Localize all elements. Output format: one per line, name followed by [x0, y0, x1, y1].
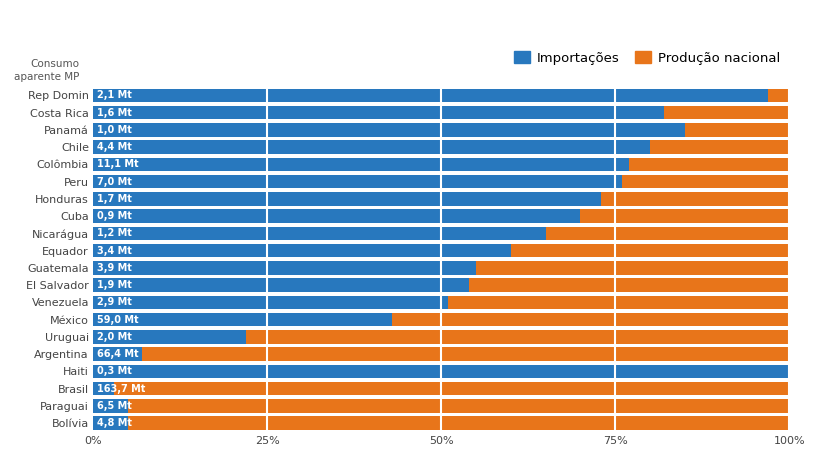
Bar — [580, 209, 788, 223]
Bar — [128, 416, 788, 430]
Bar — [475, 261, 788, 275]
Bar — [649, 141, 788, 154]
Text: 0,9 Mt: 0,9 Mt — [97, 211, 132, 221]
Text: 6,5 Mt: 6,5 Mt — [97, 401, 132, 411]
Bar — [545, 227, 788, 240]
Bar — [447, 296, 788, 309]
Bar — [128, 399, 788, 413]
Text: 1,2 Mt: 1,2 Mt — [97, 229, 132, 238]
Bar — [93, 261, 475, 275]
Bar — [93, 278, 468, 292]
Bar — [142, 348, 788, 361]
Bar — [93, 416, 128, 430]
Bar — [93, 244, 510, 257]
Bar — [93, 123, 684, 136]
Text: 11,1 Mt: 11,1 Mt — [97, 160, 138, 170]
Text: Consumo
aparente MP: Consumo aparente MP — [14, 59, 79, 82]
Text: 3,4 Mt: 3,4 Mt — [97, 246, 132, 256]
Text: 4,8 Mt: 4,8 Mt — [97, 418, 132, 428]
Text: 66,4 Mt: 66,4 Mt — [97, 349, 138, 359]
Bar — [93, 348, 142, 361]
Bar — [93, 399, 128, 413]
Bar — [93, 227, 545, 240]
Text: 1,0 Mt: 1,0 Mt — [97, 125, 132, 135]
Bar — [93, 296, 447, 309]
Text: 59,0 Mt: 59,0 Mt — [97, 315, 138, 325]
Text: 1,7 Mt: 1,7 Mt — [97, 194, 132, 204]
Bar — [114, 382, 788, 396]
Bar — [93, 158, 628, 171]
Text: 7,0 Mt: 7,0 Mt — [97, 177, 132, 187]
Bar — [510, 244, 788, 257]
Bar — [93, 141, 649, 154]
Bar — [628, 158, 788, 171]
Text: 3,9 Mt: 3,9 Mt — [97, 263, 132, 273]
Bar — [392, 313, 788, 326]
Text: 2,0 Mt: 2,0 Mt — [97, 332, 132, 342]
Bar — [767, 89, 788, 102]
Legend: Importações, Produção nacional: Importações, Produção nacional — [511, 48, 781, 67]
Bar — [93, 192, 600, 206]
Bar — [600, 192, 788, 206]
Bar — [622, 175, 788, 189]
Bar — [93, 382, 114, 396]
Bar — [93, 89, 767, 102]
Text: 4,4 Mt: 4,4 Mt — [97, 142, 132, 152]
Bar — [246, 330, 788, 344]
Bar — [93, 330, 246, 344]
Bar — [93, 209, 580, 223]
Bar — [93, 175, 622, 189]
Text: 1,9 Mt: 1,9 Mt — [97, 280, 132, 290]
Text: 2,1 Mt: 2,1 Mt — [97, 90, 132, 100]
Bar — [93, 106, 663, 119]
Bar — [663, 106, 788, 119]
Text: 0,3 Mt: 0,3 Mt — [97, 366, 132, 377]
Text: 2,9 Mt: 2,9 Mt — [97, 297, 132, 307]
Bar — [684, 123, 788, 136]
Bar — [93, 365, 788, 378]
Text: 163,7 Mt: 163,7 Mt — [97, 384, 146, 394]
Text: 1,6 Mt: 1,6 Mt — [97, 108, 132, 118]
Bar — [93, 313, 392, 326]
Bar — [468, 278, 788, 292]
